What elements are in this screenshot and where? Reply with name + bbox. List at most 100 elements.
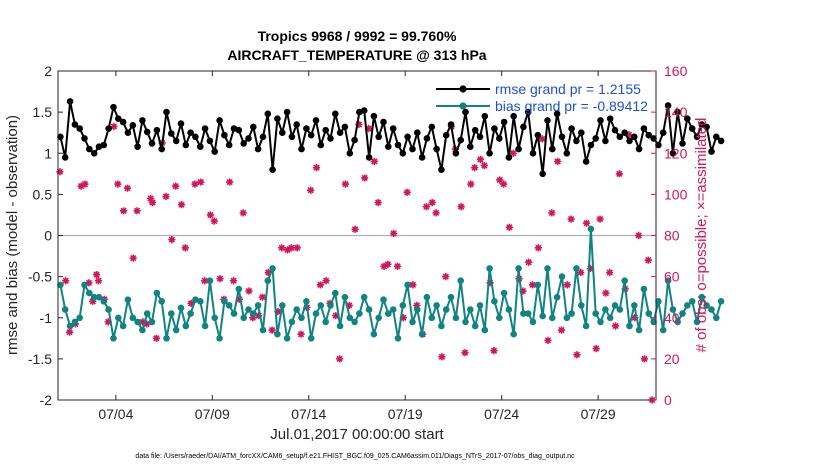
obs-count-marker	[345, 301, 353, 310]
y-right-tick-label: 80	[664, 228, 680, 244]
obs-count-marker	[393, 262, 402, 270]
rmse-point	[274, 115, 281, 122]
legend: rmse grand pr = 1.2155 bias grand pr = -…	[436, 81, 648, 114]
rmse-point	[481, 112, 489, 120]
obs-count-marker	[496, 176, 504, 184]
y-right-tick-label: 60	[664, 269, 680, 285]
legend-rmse-label: rmse grand pr = 1.2155	[495, 81, 641, 97]
bias-point	[269, 265, 276, 272]
bias-point	[626, 322, 633, 330]
rmse-point	[197, 143, 204, 150]
obs-count-marker	[409, 281, 417, 289]
rmse-point	[457, 136, 465, 144]
chart-subtitle: AIRCRAFT_TEMPERATURE @ 313 hPa	[227, 47, 486, 63]
rmse-point	[679, 140, 686, 147]
rmse-point	[317, 141, 325, 149]
bias-point	[664, 277, 672, 285]
bias-point	[264, 277, 272, 285]
legend-bias-marker	[459, 102, 467, 110]
bias-point	[134, 318, 141, 326]
rmse-point	[225, 141, 233, 149]
bias-point	[640, 285, 648, 293]
bias-point	[332, 289, 339, 297]
bias-point	[645, 310, 653, 317]
bias-point	[163, 335, 170, 342]
bias-point	[115, 314, 122, 322]
obs-count-marker	[384, 260, 392, 268]
rmse-point	[578, 129, 585, 136]
rmse-point	[563, 150, 571, 157]
rmse-point	[168, 130, 175, 137]
rmse-point	[177, 120, 185, 127]
obs-count-marker	[467, 180, 475, 188]
y-tick-label: -1	[40, 310, 53, 326]
bias-point	[76, 314, 83, 322]
rmse-point	[669, 150, 677, 157]
rmse-point	[587, 141, 595, 149]
bias-point	[655, 298, 662, 305]
obs-count-marker	[249, 314, 257, 322]
obs-count-marker	[81, 180, 89, 188]
rmse-point	[640, 125, 648, 132]
bias-point	[177, 304, 185, 312]
bias-point	[481, 326, 489, 334]
rmse-point	[645, 131, 653, 139]
obs-count-marker	[62, 277, 70, 285]
obs-count-marker	[432, 209, 440, 217]
rmse-point	[143, 128, 151, 136]
rmse-point	[192, 133, 199, 141]
rmse-point	[139, 117, 146, 124]
obs-count-marker	[615, 170, 623, 178]
rmse-point	[61, 154, 69, 161]
bias-point	[433, 302, 440, 309]
bias-point	[197, 298, 204, 305]
obs-count-marker	[268, 326, 276, 334]
bias-point	[563, 314, 571, 322]
rmse-point	[418, 154, 426, 161]
bias-point	[274, 330, 281, 338]
bias-point	[524, 310, 532, 317]
bias-point	[409, 318, 416, 326]
bias-point	[168, 310, 175, 317]
x-tick-label: 07/24	[484, 406, 519, 422]
rmse-point	[182, 141, 190, 149]
bias-point	[158, 298, 165, 305]
x-tick-label: 07/19	[388, 406, 423, 422]
obs-count-marker	[77, 182, 85, 190]
rmse-point	[134, 143, 141, 150]
rmse-point	[245, 135, 252, 142]
obs-count-marker	[129, 254, 137, 262]
x-tick-label: 07/04	[98, 406, 133, 422]
bias-point	[201, 322, 209, 330]
rmse-point	[279, 129, 286, 136]
rmse-point	[153, 126, 161, 134]
rmse-point	[216, 117, 223, 124]
y-tick-label: -0.5	[28, 269, 52, 285]
y-tick-label: 2	[44, 63, 52, 79]
obs-count-marker	[534, 244, 542, 252]
obs-count-marker	[92, 270, 101, 279]
rmse-point	[105, 125, 112, 132]
obs-count-marker	[297, 330, 305, 338]
obs-count-marker	[187, 299, 195, 307]
rmse-point	[264, 110, 272, 118]
obs-count-marker	[226, 178, 234, 186]
bias-point	[81, 281, 88, 289]
x-tick-label: 07/29	[581, 406, 616, 422]
bias-point	[703, 302, 710, 309]
obs-count-marker	[351, 225, 359, 233]
rmse-point	[539, 170, 546, 178]
bias-point	[385, 310, 392, 317]
y-right-tick-label: 40	[664, 310, 680, 326]
bias-point	[659, 326, 667, 334]
bias-point	[684, 302, 691, 309]
bias-point	[71, 318, 79, 326]
bias-point	[307, 335, 315, 342]
obs-count-marker	[316, 281, 324, 289]
bias-point	[303, 298, 310, 305]
rmse-point	[414, 129, 421, 136]
rmse-point	[90, 150, 98, 157]
bias-point	[341, 293, 349, 301]
bias-point	[230, 310, 238, 317]
